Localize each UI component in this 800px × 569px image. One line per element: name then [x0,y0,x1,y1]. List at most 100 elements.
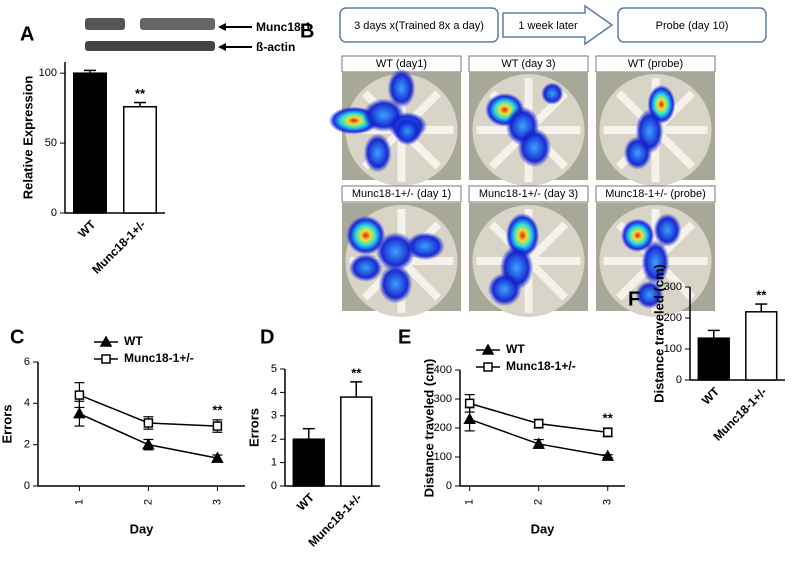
heat-blob [487,272,522,307]
marker [481,343,495,355]
y-tick-label: 6 [24,356,30,368]
y-tick-label: 300 [664,281,682,293]
x-tick-label: Munc18-1+/- [89,217,148,276]
heat-blob [346,215,386,255]
heat-blob [620,218,655,253]
heat-blob [641,240,670,285]
marker [211,451,224,463]
image-label: WT (day1) [376,58,427,70]
legend-label: WT [506,342,525,356]
heat-blob [517,128,552,168]
x-tick-label: WT [294,490,318,514]
y-tick-label: 100 [664,343,682,355]
marker [212,421,223,431]
marker [533,418,544,429]
x-tick-label: WT [699,384,723,408]
marker [142,438,155,450]
bar [73,72,107,214]
x-axis-label: Day [531,521,556,536]
legend-label: Munc18-1+/- [506,359,576,373]
x-axis-label: Day [130,521,155,536]
y-tick-label: 5 [271,363,277,375]
heat-blob [635,280,664,309]
x-tick-label: 2 [142,499,154,505]
x-tick-label: 3 [211,499,223,505]
annotation: ** [756,287,767,302]
y-tick-label: 4 [271,386,277,398]
image-label: WT (day 3) [501,58,555,70]
bar [697,337,730,381]
y-tick-label: 3 [271,410,277,422]
heat-blob [349,253,383,282]
y-tick-label: 0 [24,480,30,492]
maze-images: WT (day1) WT (day 3) WT (probe) Munc18-1+/-… [328,55,716,317]
y-tick-label: 200 [664,312,682,324]
y-tick-label: 1 [271,457,277,469]
maze-arm [525,221,569,264]
blot-label: Munc18-1 [256,20,312,34]
x-tick-label: WT [75,217,99,241]
y-tick-label: 300 [434,393,452,405]
x-tick-label: 1 [73,499,85,505]
panel-letter: A [20,23,34,45]
maze-arm [398,258,442,301]
panel-letter: E [398,326,411,348]
image-label: WT (probe) [628,58,683,70]
x-tick-label: 2 [533,499,545,505]
marker [99,335,113,347]
y-axis-label: Errors [0,404,14,443]
image-label: Munc18-1+/- (day 3) [479,188,578,200]
heat-blob [653,213,682,247]
y-tick-label: 2 [271,433,277,445]
marker [74,390,85,400]
heat-blob [363,133,392,173]
blot: Munc18-1 ß-actin [85,18,312,54]
maze-arm [525,258,569,301]
marker [143,418,154,428]
step: 3 days x(Trained 8x a day) [354,20,484,32]
y-tick-label: 200 [434,422,452,434]
y-tick-label: 0 [676,374,682,386]
y-axis-label: Distance traveled (cm) [421,359,436,498]
y-tick-label: 100 [39,67,57,79]
heat-blob [623,136,652,170]
marker [483,362,493,372]
legend-label: Munc18-1+/- [124,351,194,365]
heat-blob [405,232,445,261]
heat-blob [375,232,416,272]
y-tick-label: 0 [271,480,277,492]
protocol: 3 days x(Trained 8x a day) 1 week later … [339,4,767,46]
marker [101,354,111,364]
image-label-box [468,185,589,203]
y-tick-label: 0 [446,480,452,492]
image-label-box [341,185,462,203]
panel-letter: F [628,288,640,310]
x-tick-label: 3 [602,499,614,505]
bar [745,311,778,381]
y-tick-label: 4 [24,397,30,409]
y-tick-label: 400 [434,364,452,376]
annotation: ** [212,402,223,417]
image-label: Munc18-1+/- (day 1) [352,188,451,200]
marker [463,412,476,425]
heat-blob [393,117,422,146]
bar [340,396,373,487]
panel-letter: B [300,20,314,42]
heat-blob [387,68,416,108]
y-axis-label: Errors [246,408,261,447]
y-tick-label: 2 [24,439,30,451]
marker [532,437,545,449]
image-label: Munc18-1+/- (probe) [605,188,706,200]
annotation: ** [351,365,362,380]
marker [464,398,475,409]
bar [123,105,157,214]
y-tick-label: 50 [45,137,57,149]
step: Probe (day 10) [656,20,729,32]
step: 1 week later [518,20,578,32]
bar [292,438,325,487]
annotation: ** [603,410,614,425]
heat-blob [378,264,413,304]
y-axis-label: Distance traveled (cm) [651,264,666,403]
annotation: ** [135,86,146,101]
